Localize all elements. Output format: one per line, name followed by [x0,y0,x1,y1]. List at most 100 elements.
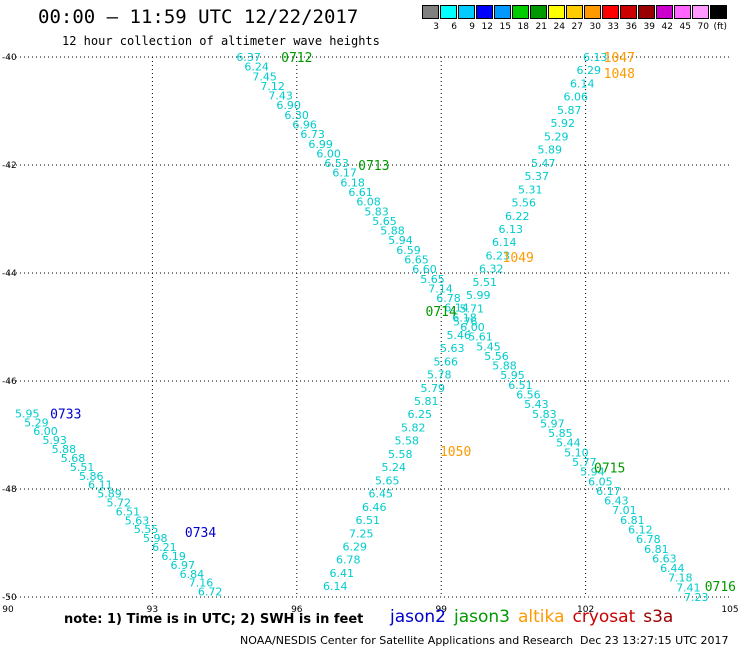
wave-height-value: 6.17 [332,167,357,180]
wave-height-value: 6.78 [636,533,661,546]
wave-height-value: 5.92 [550,117,575,130]
wave-height-value: 5.89 [537,144,562,157]
wave-height-value: 5.95 [500,369,525,382]
wave-height-value: 6.81 [620,514,645,527]
colorbar-label: 9 [469,22,475,32]
pass-time-label: 0714 [426,305,457,320]
wave-height-value: 6.60 [412,263,437,276]
wave-height-value: 6.65 [404,254,429,267]
wave-height-value: 5.29 [24,416,49,429]
wave-height-value: 5.72 [106,497,131,510]
wave-height-value: 6.00 [33,425,58,438]
wave-height-value: 5.24 [382,461,407,474]
wave-height-value: 6.41 [330,567,355,580]
wave-height-value: 5.37 [524,170,549,183]
x-tick-label: 99 [435,605,447,615]
wave-height-value: 6.00 [316,147,341,160]
wave-height-value: 6.13 [583,51,608,64]
wave-height-value: 5.71 [460,302,485,315]
colorbar-label: 18 [517,22,529,32]
wave-height-value: 5.94 [580,466,605,479]
wave-height-value: 6.73 [300,128,325,141]
wave-height-value: 6.84 [180,568,205,581]
wave-height-value: 7.43 [268,90,293,103]
wave-height-value: 6.37 [236,51,261,64]
wave-height-value: 6.97 [170,559,195,572]
wave-height-value: 6.18 [340,176,365,189]
wave-height-value: 6.96 [292,119,317,132]
track-altika-asc: 6.146.416.786.297.256.516.466.455.655.24… [323,51,607,593]
wave-height-value: 5.10 [564,446,589,459]
wave-height-value: 5.87 [557,104,582,117]
wave-height-value: 5.83 [364,205,389,218]
pass-time-label: 0712 [281,51,312,66]
colorbar-swatch [584,5,601,19]
wave-height-value: 5.58 [395,435,420,448]
wave-height-value: 6.17 [596,485,621,498]
wave-height-value: 6.30 [284,109,309,122]
wave-height-value: 5.65 [372,215,397,228]
colorbar-label: 39 [643,22,655,32]
wave-height-value: 7.01 [612,504,637,517]
axis-ticks: 90 93 96 99 102 105 -40 -42 -44 -46 -48 -50 [2,53,739,615]
colorbar-label: 36 [625,22,637,32]
wave-height-value: 6.59 [396,244,421,257]
wave-height-value: 6.11 [88,479,113,492]
colorbar-swatch [422,5,439,19]
wave-height-value: 5.44 [556,437,581,450]
colorbar-swatch [602,5,619,19]
wave-height-value: 5.63 [125,514,150,527]
wave-height-value: 6.51 [116,505,141,518]
wave-height-value: 6.08 [356,196,381,209]
wave-height-value: 5.95 [15,407,40,420]
x-tick-label: 102 [577,605,594,615]
credit-text: NOAA/NESDIS Center for Satellite Applica… [240,634,574,647]
wave-height-value: 5.86 [79,470,104,483]
y-tick-label: -42 [2,161,17,171]
wave-height-value: 5.88 [380,225,405,238]
colorbar-swatch [674,5,691,19]
wave-height-value: 6.51 [508,379,533,392]
wave-height-value: 5.63 [440,342,465,355]
wave-height-value: 6.14 [323,580,348,593]
wave-height-value: 5.29 [544,130,569,143]
wave-height-value: 5.43 [524,398,549,411]
colorbar-swatch [458,5,475,19]
colorbar-label: 30 [589,22,601,32]
y-tick-label: -48 [2,485,17,495]
pass-time-label: 1048 [604,67,635,82]
wave-height-value: 6.13 [499,223,524,236]
y-tick-label: -46 [2,377,17,387]
wave-height-value: 6.72 [198,586,223,599]
wave-height-value: 5.68 [61,452,86,465]
wave-height-value: 6.44 [660,562,685,575]
y-tick-label: -40 [2,53,17,63]
wave-height-value: 6.43 [604,495,629,508]
wave-height-value: 5.65 [375,474,400,487]
colorbar-label: (ft) [713,22,727,32]
wave-height-value: 6.19 [161,550,186,563]
colorbar-label: 6 [451,22,457,32]
colorbar-swatch [656,5,673,19]
satellite-legend-item: s3a [643,607,674,627]
colorbar-label: 3 [433,22,439,32]
wave-height-value: 5.56 [484,350,509,363]
wave-height-value: 6.90 [276,99,301,112]
satellite-legend-item: jason3 [454,607,510,627]
wave-height-value: 5.85 [548,427,573,440]
page-title: 00:00 – 11:59 UTC 12/22/2017 [38,6,359,28]
wave-height-value: 5.76 [453,316,478,329]
wave-height-value: 7.12 [260,80,285,93]
wave-height-value: 6.61 [348,186,373,199]
satellite-legend: jason2 jason3 altika cryosat s3a [390,607,681,627]
wave-height-value: 5.77 [572,456,597,469]
wave-height-value: 5.45 [476,340,501,353]
colorbar-label: 15 [499,22,511,32]
wave-height-value: 6.00 [460,321,485,334]
generation-timestamp: Dec 23 13:27:15 UTC 2017 [580,634,729,647]
altimeter-tracks: 6.376.247.457.127.436.906.306.966.736.99… [15,51,709,604]
colorbar-swatch [638,5,655,19]
pass-time-label: 1049 [503,251,534,266]
